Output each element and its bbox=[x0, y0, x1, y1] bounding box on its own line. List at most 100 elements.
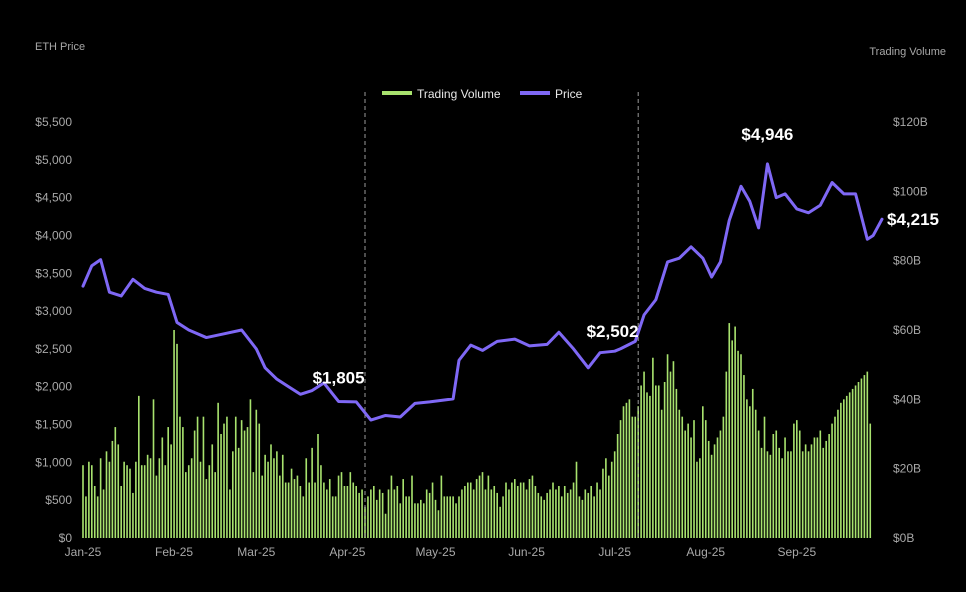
right-tick-label: $80B bbox=[893, 254, 921, 268]
volume-bar bbox=[869, 423, 872, 538]
x-tick-label: Mar-25 bbox=[237, 545, 275, 559]
volume-bar bbox=[414, 503, 416, 538]
left-tick-label: $3,500 bbox=[35, 266, 72, 280]
volume-bar bbox=[281, 454, 284, 538]
volume-bar bbox=[546, 492, 548, 538]
volume-bar bbox=[652, 357, 654, 538]
right-tick-label: $120B bbox=[893, 115, 928, 129]
volume-bar bbox=[437, 510, 440, 538]
volume-bar bbox=[813, 437, 816, 538]
volume-bar bbox=[431, 482, 434, 538]
volume-bar bbox=[135, 461, 137, 538]
volume-bar bbox=[728, 323, 731, 538]
volume-bar bbox=[155, 475, 158, 538]
volume-bar bbox=[273, 458, 275, 538]
volume-bar bbox=[346, 486, 349, 538]
volume-bar bbox=[857, 382, 860, 538]
volume-bar bbox=[837, 409, 839, 538]
volume-bar bbox=[434, 499, 437, 538]
volume-bar bbox=[370, 489, 372, 538]
x-tick-label: Aug-25 bbox=[686, 545, 725, 559]
volume-bar bbox=[484, 489, 487, 538]
volume-bar bbox=[88, 461, 90, 538]
volume-bar bbox=[555, 489, 557, 538]
left-axis-title: ETH Price bbox=[35, 41, 85, 53]
volume-bar bbox=[314, 482, 316, 538]
volume-bar bbox=[552, 482, 554, 538]
volume-bar bbox=[831, 423, 833, 538]
volume-bar bbox=[760, 447, 763, 538]
volume-bar bbox=[740, 354, 742, 538]
volume-bar bbox=[822, 447, 825, 538]
volume-bar bbox=[655, 385, 657, 538]
volume-bar bbox=[807, 451, 810, 538]
volume-bar bbox=[657, 385, 660, 538]
volume-bar bbox=[164, 465, 167, 538]
volume-bar bbox=[710, 454, 713, 538]
volume-bar bbox=[834, 416, 836, 538]
volume-bar bbox=[126, 465, 128, 538]
volume-bar bbox=[217, 402, 219, 538]
volume-bar bbox=[149, 458, 152, 538]
volume-bar bbox=[229, 489, 231, 538]
volume-bar bbox=[793, 423, 795, 538]
volume-bar bbox=[593, 496, 595, 538]
right-tick-label: $100B bbox=[893, 184, 928, 198]
volume-bar bbox=[102, 489, 105, 538]
volume-bar bbox=[422, 503, 425, 538]
volume-bar bbox=[182, 427, 184, 538]
volume-bar bbox=[840, 402, 842, 538]
volume-bar bbox=[646, 392, 648, 538]
volume-bar bbox=[660, 409, 663, 538]
x-axis: Jan-25 Feb-25 Mar-25 Apr-25 May-25 Jun-25 Jul-… bbox=[65, 545, 817, 559]
volume-bar bbox=[234, 416, 237, 538]
volume-bar bbox=[91, 465, 93, 538]
legend-volume-label: Trading Volume bbox=[417, 87, 501, 101]
left-tick-label: $5,500 bbox=[35, 115, 72, 129]
volume-bar bbox=[716, 437, 719, 538]
volume-bar bbox=[731, 340, 733, 538]
volume-bar bbox=[205, 479, 208, 538]
volume-bar bbox=[296, 475, 299, 538]
volume-bar bbox=[140, 465, 143, 538]
volume-bar bbox=[628, 399, 631, 538]
volume-bar bbox=[334, 496, 337, 538]
volume-bar bbox=[246, 427, 249, 538]
right-tick-label: $60B bbox=[893, 323, 921, 337]
volume-bar bbox=[860, 378, 863, 538]
volume-bar bbox=[143, 465, 146, 538]
volume-bar bbox=[525, 489, 528, 538]
legend-price-label: Price bbox=[555, 87, 583, 101]
volume-bar bbox=[810, 444, 813, 538]
volume-bar bbox=[420, 499, 422, 538]
volume-bar bbox=[267, 461, 269, 538]
volume-bar bbox=[675, 388, 678, 538]
volume-bar bbox=[625, 402, 628, 538]
volume-bar bbox=[537, 492, 540, 538]
x-tick-label: Jan-25 bbox=[65, 545, 102, 559]
volume-bar bbox=[819, 430, 822, 538]
volume-bar bbox=[399, 503, 402, 538]
volume-bar bbox=[299, 486, 302, 538]
volume-bar bbox=[566, 492, 569, 538]
volume-bar bbox=[443, 496, 446, 538]
volume-bar bbox=[516, 486, 519, 538]
volume-bar bbox=[563, 486, 566, 538]
volume-bar bbox=[540, 496, 543, 538]
left-tick-label: $1,500 bbox=[35, 418, 72, 432]
volume-bar bbox=[138, 395, 140, 538]
volume-bar bbox=[863, 375, 866, 538]
volume-bar bbox=[816, 437, 819, 538]
volume-bar bbox=[167, 427, 169, 538]
volume-bar bbox=[373, 486, 375, 538]
volume-bar bbox=[428, 492, 431, 538]
volume-bar bbox=[508, 489, 510, 538]
volume-bar bbox=[408, 496, 410, 538]
volume-bar bbox=[381, 492, 384, 538]
annotations: $1,805 $2,502 $4,946 $4,215 bbox=[313, 125, 939, 388]
volume-bar bbox=[784, 437, 786, 538]
volume-bar bbox=[425, 489, 428, 538]
volume-bar bbox=[211, 444, 214, 538]
volume-bar bbox=[276, 451, 278, 538]
volume-bar bbox=[775, 430, 778, 538]
